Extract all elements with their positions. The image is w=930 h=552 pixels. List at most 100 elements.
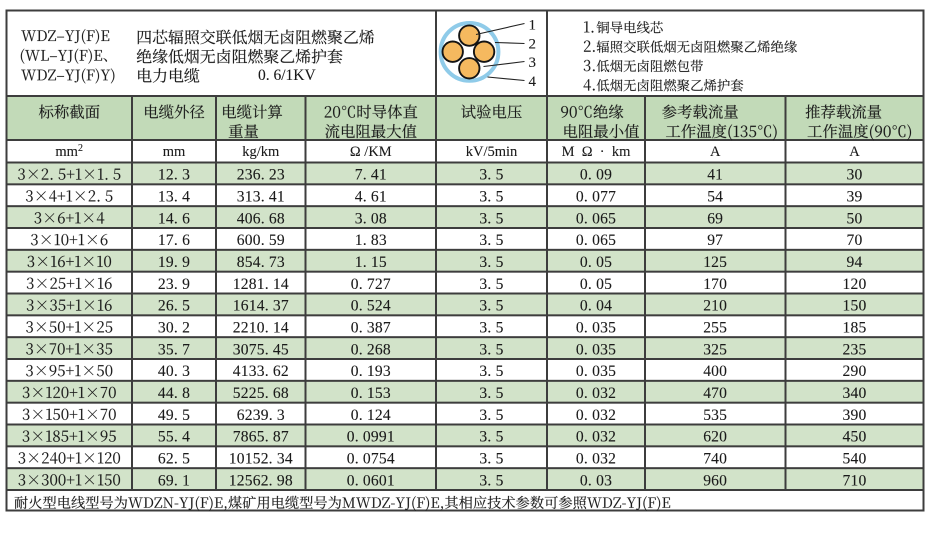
svg-text:23. 9: 23. 9 bbox=[158, 276, 190, 293]
svg-text:A: A bbox=[849, 144, 860, 160]
svg-text:2: 2 bbox=[529, 37, 537, 53]
svg-text:0. 0601: 0. 0601 bbox=[347, 472, 395, 489]
svg-text:0. 387: 0. 387 bbox=[351, 319, 391, 336]
svg-text:3: 3 bbox=[529, 55, 537, 71]
svg-text:313. 41: 313. 41 bbox=[237, 188, 285, 205]
svg-text:3. 5: 3. 5 bbox=[479, 167, 503, 184]
svg-text:2210. 14: 2210. 14 bbox=[233, 319, 289, 336]
svg-text:0. 032: 0. 032 bbox=[576, 385, 616, 402]
svg-text:150: 150 bbox=[843, 298, 867, 315]
svg-text:0. 193: 0. 193 bbox=[351, 363, 391, 380]
svg-text:4. 61: 4. 61 bbox=[355, 188, 387, 205]
svg-text:70: 70 bbox=[847, 232, 863, 249]
svg-text:0. 032: 0. 032 bbox=[576, 450, 616, 467]
svg-text:1. 15: 1. 15 bbox=[355, 254, 387, 271]
svg-text:0. 077: 0. 077 bbox=[576, 188, 616, 205]
svg-text:3. 5: 3. 5 bbox=[479, 276, 503, 293]
svg-text:620: 620 bbox=[703, 429, 727, 446]
svg-text:740: 740 bbox=[703, 450, 727, 467]
svg-text:mm2: mm2 bbox=[55, 143, 83, 160]
svg-text:3. 5: 3. 5 bbox=[479, 254, 503, 271]
svg-text:0. 05: 0. 05 bbox=[580, 254, 612, 271]
svg-text:0. 04: 0. 04 bbox=[580, 298, 612, 315]
svg-text:7865. 87: 7865. 87 bbox=[233, 429, 289, 446]
svg-text:0. 09: 0. 09 bbox=[580, 167, 612, 184]
svg-text:120: 120 bbox=[843, 276, 867, 293]
svg-text:3. 5: 3. 5 bbox=[479, 429, 503, 446]
svg-text:0. 268: 0. 268 bbox=[351, 341, 391, 358]
svg-text:390: 390 bbox=[843, 407, 867, 424]
svg-text:125: 125 bbox=[703, 254, 727, 271]
svg-text:41: 41 bbox=[707, 167, 723, 184]
svg-text:470: 470 bbox=[703, 385, 727, 402]
svg-text:0. 0754: 0. 0754 bbox=[347, 450, 395, 467]
svg-text:50: 50 bbox=[847, 210, 863, 227]
svg-text:6239. 3: 6239. 3 bbox=[237, 407, 285, 424]
svg-text:3. 5: 3. 5 bbox=[479, 363, 503, 380]
svg-text:7. 41: 7. 41 bbox=[355, 167, 387, 184]
svg-text:39: 39 bbox=[847, 188, 863, 205]
svg-text:12. 3: 12. 3 bbox=[158, 167, 190, 184]
svg-text:0. 032: 0. 032 bbox=[576, 407, 616, 424]
svg-text:3. 5: 3. 5 bbox=[479, 385, 503, 402]
svg-text:235: 235 bbox=[843, 341, 867, 358]
svg-text:0. 0991: 0. 0991 bbox=[347, 429, 395, 446]
svg-text:3. 5: 3. 5 bbox=[479, 450, 503, 467]
svg-text:4133. 62: 4133. 62 bbox=[233, 363, 289, 380]
svg-text:1. 83: 1. 83 bbox=[355, 232, 387, 249]
svg-text:30: 30 bbox=[847, 167, 863, 184]
svg-text:0. 065: 0. 065 bbox=[576, 210, 616, 227]
svg-text:0. 124: 0. 124 bbox=[351, 407, 391, 424]
svg-text:13. 4: 13. 4 bbox=[158, 188, 190, 205]
svg-text:170: 170 bbox=[703, 276, 727, 293]
svg-text:69: 69 bbox=[707, 210, 723, 227]
svg-text:kV/5min: kV/5min bbox=[466, 144, 518, 160]
svg-text:3. 5: 3. 5 bbox=[479, 472, 503, 489]
svg-text:62. 5: 62. 5 bbox=[158, 450, 190, 467]
svg-text:1: 1 bbox=[529, 17, 537, 33]
svg-text:35. 7: 35. 7 bbox=[158, 341, 190, 358]
svg-text:325: 325 bbox=[703, 341, 727, 358]
svg-text:0. 6/1KV: 0. 6/1KV bbox=[258, 67, 317, 84]
svg-text:19. 9: 19. 9 bbox=[158, 254, 190, 271]
svg-text:4: 4 bbox=[529, 74, 537, 90]
svg-text:400: 400 bbox=[703, 363, 727, 380]
svg-text:69. 1: 69. 1 bbox=[158, 472, 190, 489]
svg-text:44. 8: 44. 8 bbox=[158, 385, 190, 402]
svg-text:0. 035: 0. 035 bbox=[576, 363, 616, 380]
svg-text:210: 210 bbox=[703, 298, 727, 315]
svg-text:54: 54 bbox=[707, 188, 723, 205]
svg-text:0. 03: 0. 03 bbox=[580, 472, 612, 489]
svg-text:1281. 14: 1281. 14 bbox=[233, 276, 289, 293]
svg-text:255: 255 bbox=[703, 319, 727, 336]
svg-text:0. 065: 0. 065 bbox=[576, 232, 616, 249]
svg-text:kg/km: kg/km bbox=[242, 144, 280, 160]
svg-text:3075. 45: 3075. 45 bbox=[233, 341, 289, 358]
svg-text:0. 032: 0. 032 bbox=[576, 429, 616, 446]
svg-text:30. 2: 30. 2 bbox=[158, 319, 190, 336]
svg-text:14. 6: 14. 6 bbox=[158, 210, 190, 227]
svg-text:55. 4: 55. 4 bbox=[158, 429, 190, 446]
svg-text:26. 5: 26. 5 bbox=[158, 298, 190, 315]
svg-text:3. 5: 3. 5 bbox=[479, 188, 503, 205]
svg-text:236. 23: 236. 23 bbox=[237, 167, 285, 184]
svg-text:450: 450 bbox=[843, 429, 867, 446]
svg-text:94: 94 bbox=[847, 254, 863, 271]
svg-text:49. 5: 49. 5 bbox=[158, 407, 190, 424]
svg-text:0. 524: 0. 524 bbox=[351, 298, 391, 315]
svg-text:0. 153: 0. 153 bbox=[351, 385, 391, 402]
svg-text:3. 5: 3. 5 bbox=[479, 341, 503, 358]
svg-text:185: 185 bbox=[843, 319, 867, 336]
svg-text:0. 727: 0. 727 bbox=[351, 276, 391, 293]
svg-text:5225. 68: 5225. 68 bbox=[233, 385, 289, 402]
svg-text:3. 5: 3. 5 bbox=[479, 232, 503, 249]
svg-text:40. 3: 40. 3 bbox=[158, 363, 190, 380]
svg-text:10152. 34: 10152. 34 bbox=[229, 450, 293, 467]
svg-text:960: 960 bbox=[703, 472, 727, 489]
svg-text:340: 340 bbox=[843, 385, 867, 402]
svg-text:3. 5: 3. 5 bbox=[479, 298, 503, 315]
svg-text:710: 710 bbox=[843, 472, 867, 489]
svg-text:A: A bbox=[710, 144, 721, 160]
svg-text:540: 540 bbox=[843, 450, 867, 467]
svg-text:Ω /KM: Ω /KM bbox=[350, 144, 392, 160]
